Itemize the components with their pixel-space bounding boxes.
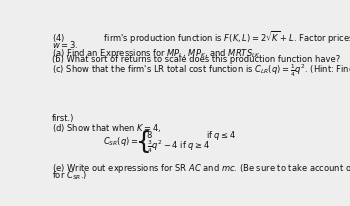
Text: $C_{SR}(q) =$: $C_{SR}(q) =$: [104, 134, 139, 147]
Text: $\frac{3}{4}q^2 - 4$ if $q \geq 4$: $\frac{3}{4}q^2 - 4$ if $q \geq 4$: [147, 138, 210, 154]
Text: (e) Write out expressions for SR $AC$ and $mc$. (Be sure to take account of the : (e) Write out expressions for SR $AC$ an…: [52, 161, 350, 174]
Text: (b) What sort of returns to scale does this production function have?: (b) What sort of returns to scale does t…: [52, 55, 340, 64]
Text: for $C_{SR}$.): for $C_{SR}$.): [52, 169, 87, 181]
Text: (d) Show that when $K = 4$,: (d) Show that when $K = 4$,: [52, 122, 161, 133]
Text: (4)               firm's production function is $F(K, L) = 2\sqrt{K} + L$. Facto: (4) firm's production function is $F(K, …: [52, 29, 350, 46]
Text: $w = 3$.: $w = 3$.: [52, 39, 78, 50]
Text: 8: 8: [147, 130, 152, 139]
Text: (c) Show that the firm's LR total cost function is $C_{LR}(q) = \frac{1}{4}q^2$.: (c) Show that the firm's LR total cost f…: [52, 63, 350, 79]
Text: $\{$: $\{$: [135, 127, 150, 154]
Text: if $q \leq 4$: if $q \leq 4$: [206, 129, 237, 142]
Text: first.): first.): [52, 114, 74, 123]
Text: (a) Find an Expressions for $MP_L$, $MP_K$, and $MRTS_{LK}$.: (a) Find an Expressions for $MP_L$, $MP_…: [52, 47, 262, 60]
